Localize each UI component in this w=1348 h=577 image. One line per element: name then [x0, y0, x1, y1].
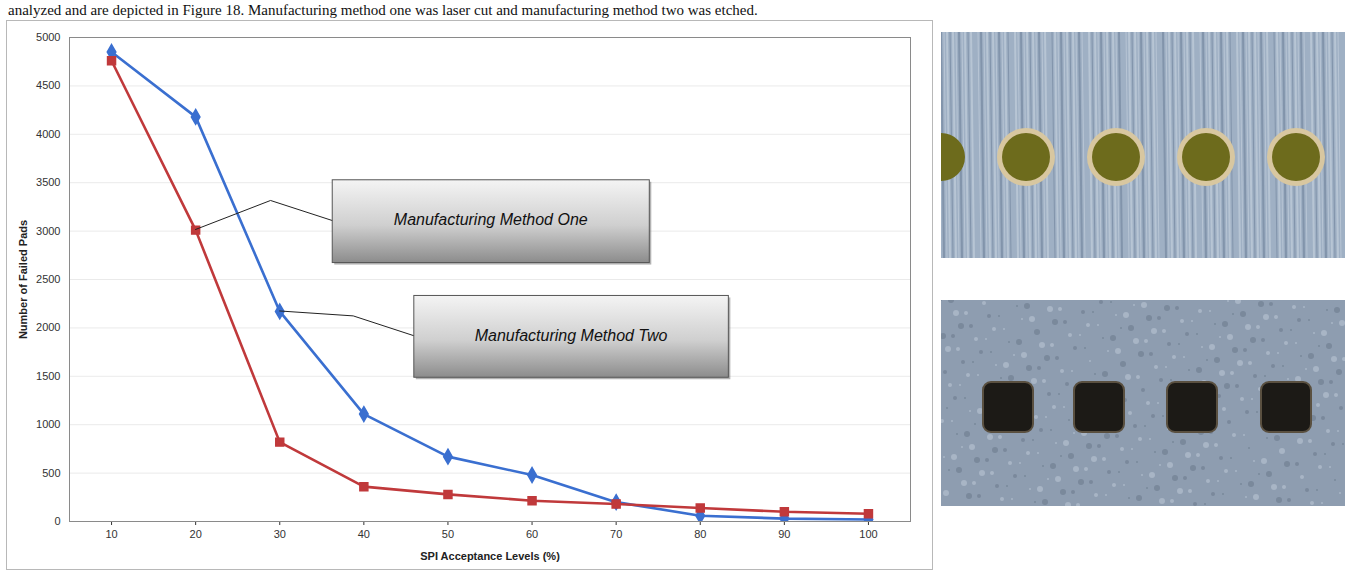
- svg-text:30: 30: [274, 528, 286, 540]
- svg-text:1500: 1500: [36, 370, 60, 382]
- svg-text:2500: 2500: [36, 273, 60, 285]
- svg-text:Manufacturing Method Two: Manufacturing Method Two: [475, 327, 668, 344]
- svg-text:5000: 5000: [36, 31, 60, 43]
- svg-text:20: 20: [190, 528, 202, 540]
- svg-text:Number of Failed Pads: Number of Failed Pads: [17, 220, 29, 339]
- svg-text:4000: 4000: [36, 128, 60, 140]
- svg-text:3000: 3000: [36, 225, 60, 237]
- svg-text:0: 0: [54, 515, 60, 527]
- svg-text:500: 500: [42, 467, 60, 479]
- svg-text:100: 100: [859, 528, 877, 540]
- svg-text:1000: 1000: [36, 418, 60, 430]
- svg-text:Manufacturing Method One: Manufacturing Method One: [394, 211, 588, 228]
- svg-text:4500: 4500: [36, 79, 60, 91]
- svg-text:90: 90: [778, 528, 790, 540]
- svg-text:10: 10: [105, 528, 117, 540]
- svg-text:SPI Acceptance Levels (%): SPI Acceptance Levels (%): [420, 550, 560, 562]
- svg-text:3500: 3500: [36, 176, 60, 188]
- svg-text:60: 60: [526, 528, 538, 540]
- svg-text:80: 80: [694, 528, 706, 540]
- svg-text:2000: 2000: [36, 321, 60, 333]
- html-text:analyzed and are depicted in F: analyzed and are depicted in Figure 18. …: [8, 2, 758, 18]
- svg-text:70: 70: [610, 528, 622, 540]
- svg-text:40: 40: [358, 528, 370, 540]
- svg-text:50: 50: [442, 528, 454, 540]
